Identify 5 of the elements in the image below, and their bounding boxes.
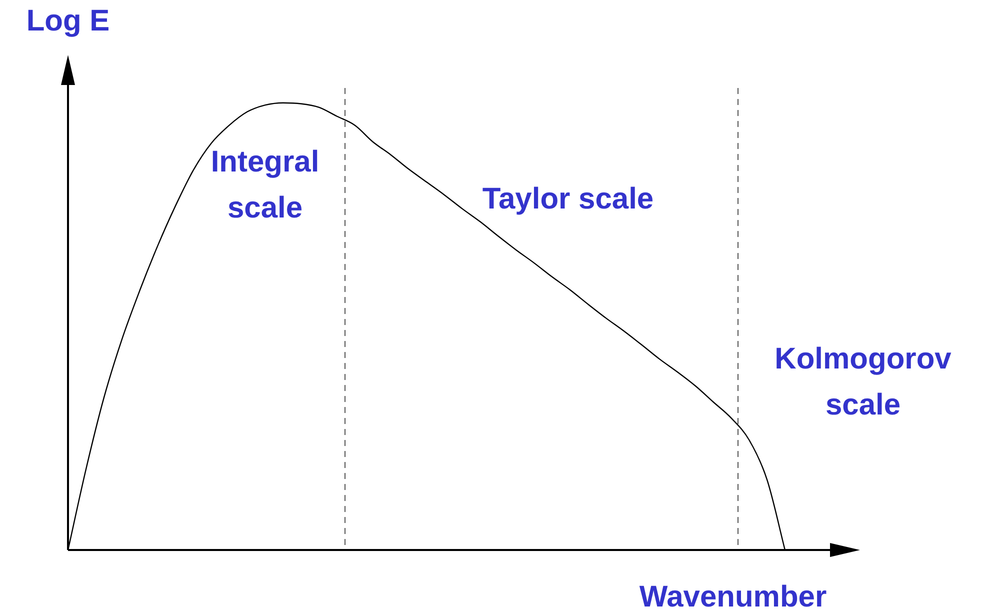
annotation: Taylor scale xyxy=(482,182,654,216)
y-axis-title: Log E xyxy=(26,4,110,38)
annotation: Integral scale xyxy=(210,145,320,224)
annotation: Kolmogorov scale xyxy=(774,342,952,422)
x-axis-title: Wavenumber xyxy=(639,580,827,614)
